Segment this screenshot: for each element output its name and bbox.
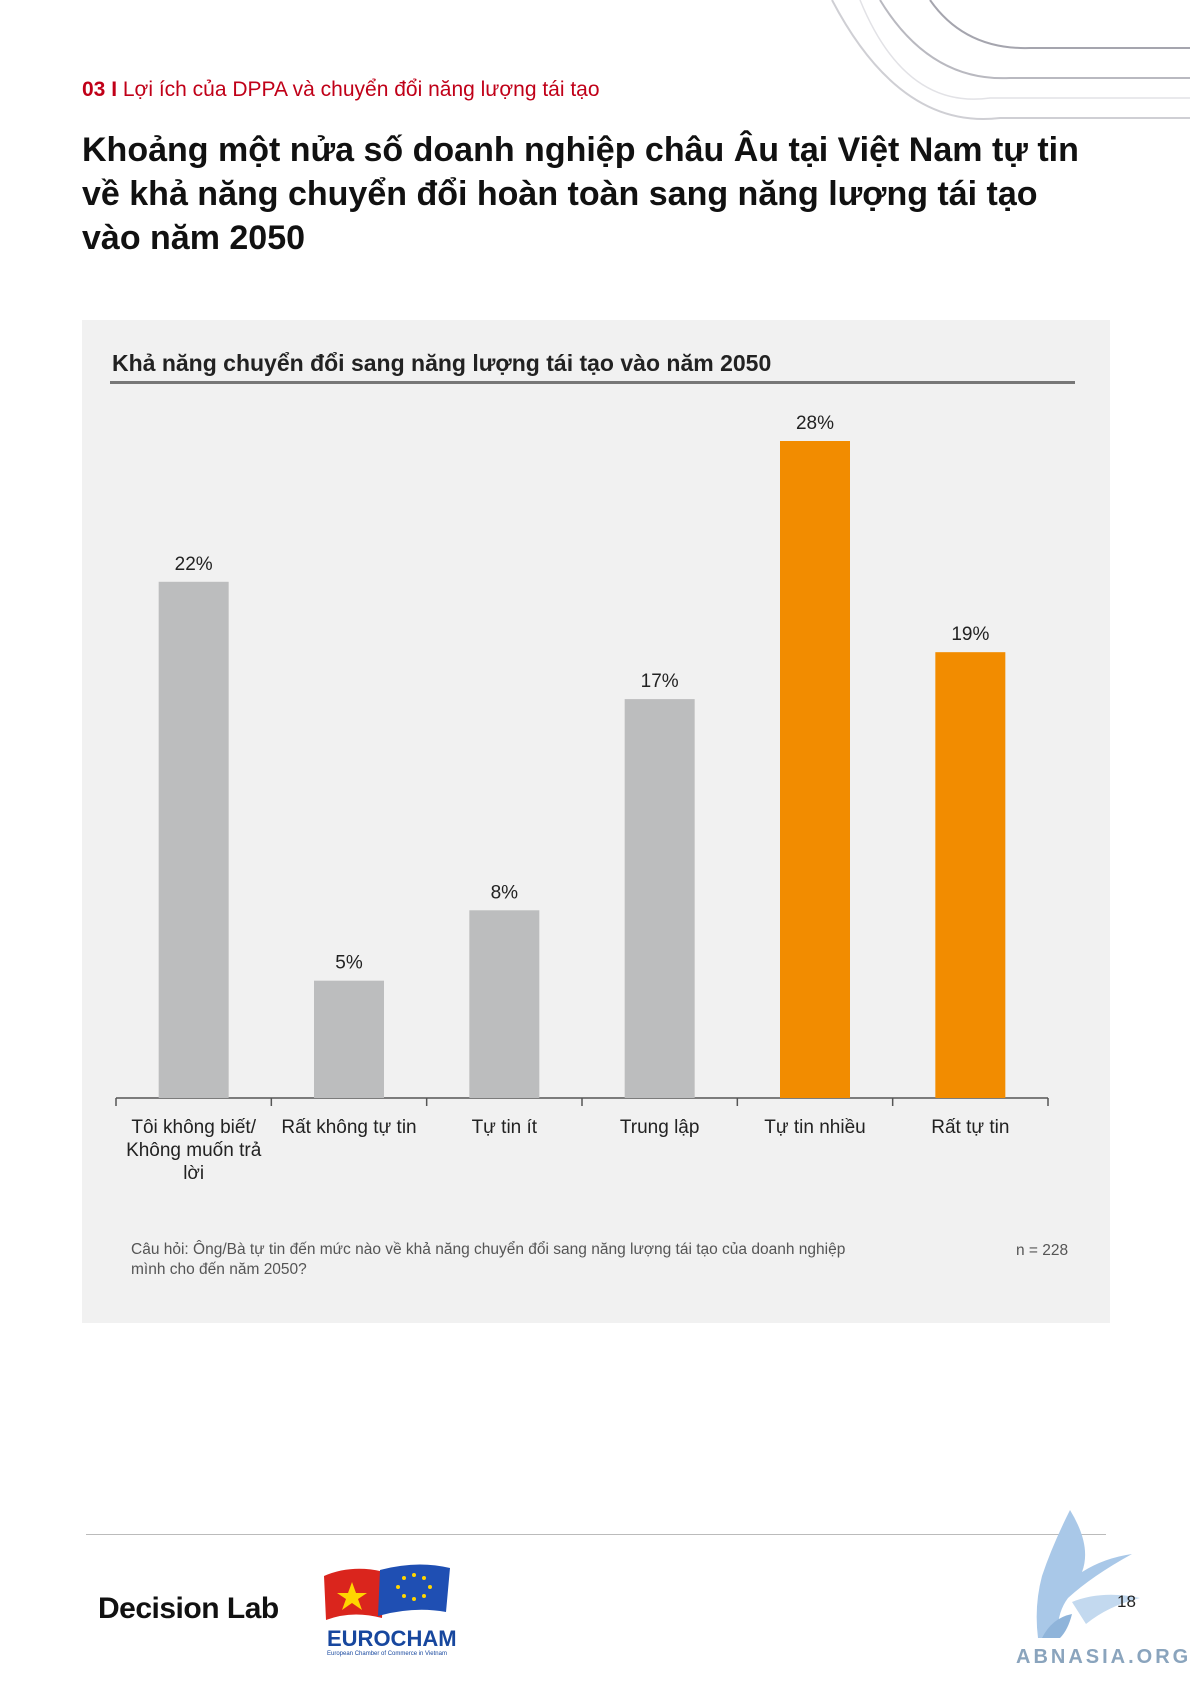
chart-title: Khả năng chuyển đổi sang năng lượng tái …	[112, 350, 772, 376]
eurocham-subtitle: European Chamber of Commerce in Vietnam	[327, 1651, 447, 1657]
category-label: Tôi không biết/Không muốn trả lời	[126, 1117, 262, 1184]
data-label: 8%	[491, 882, 519, 903]
section-title: Lợi ích của DPPA và chuyển đổi năng lượn…	[122, 78, 600, 101]
decision-lab-logo: Decision Lab	[98, 1592, 279, 1625]
bar	[314, 980, 384, 1098]
category-label: Rất tự tin	[931, 1117, 1009, 1138]
data-label: 19%	[951, 624, 989, 645]
category-label: Tự tin ít	[472, 1117, 538, 1138]
category-label: Trung lập	[620, 1117, 700, 1138]
watermark-text: ABNASIA.ORG	[1016, 1646, 1190, 1668]
data-label: 22%	[175, 554, 213, 575]
griffin-logo-icon	[1036, 1510, 1140, 1638]
page-number: 18	[1117, 1592, 1136, 1611]
page-headline: Khoảng một nửa số doanh nghiệp châu Âu t…	[82, 131, 1079, 257]
data-label: 17%	[641, 671, 679, 692]
chart-title-divider	[110, 381, 1075, 384]
section-number: 03 I	[82, 78, 118, 101]
bar	[624, 699, 695, 1098]
survey-question: Câu hỏi: Ông/Bà tự tin đến mức nào về kh…	[131, 1241, 846, 1278]
bar	[469, 910, 540, 1098]
category-label: Tự tin nhiều	[764, 1117, 865, 1138]
eurocham-logo-text: EUROCHAM	[327, 1626, 457, 1651]
section-header: 03 I Lợi ích của DPPA và chuyển đổi năng…	[82, 78, 600, 102]
decorative-arcs	[831, 0, 1190, 120]
data-label: 28%	[796, 413, 834, 434]
eurocham-flag-icon	[324, 1564, 450, 1620]
bar	[780, 441, 850, 1098]
footer-divider	[86, 1534, 1106, 1535]
sample-size: n = 228	[1016, 1242, 1069, 1259]
bar	[158, 581, 229, 1098]
bar	[935, 652, 1006, 1098]
data-label: 5%	[335, 953, 363, 974]
category-label: Rất không tự tin	[281, 1117, 416, 1138]
